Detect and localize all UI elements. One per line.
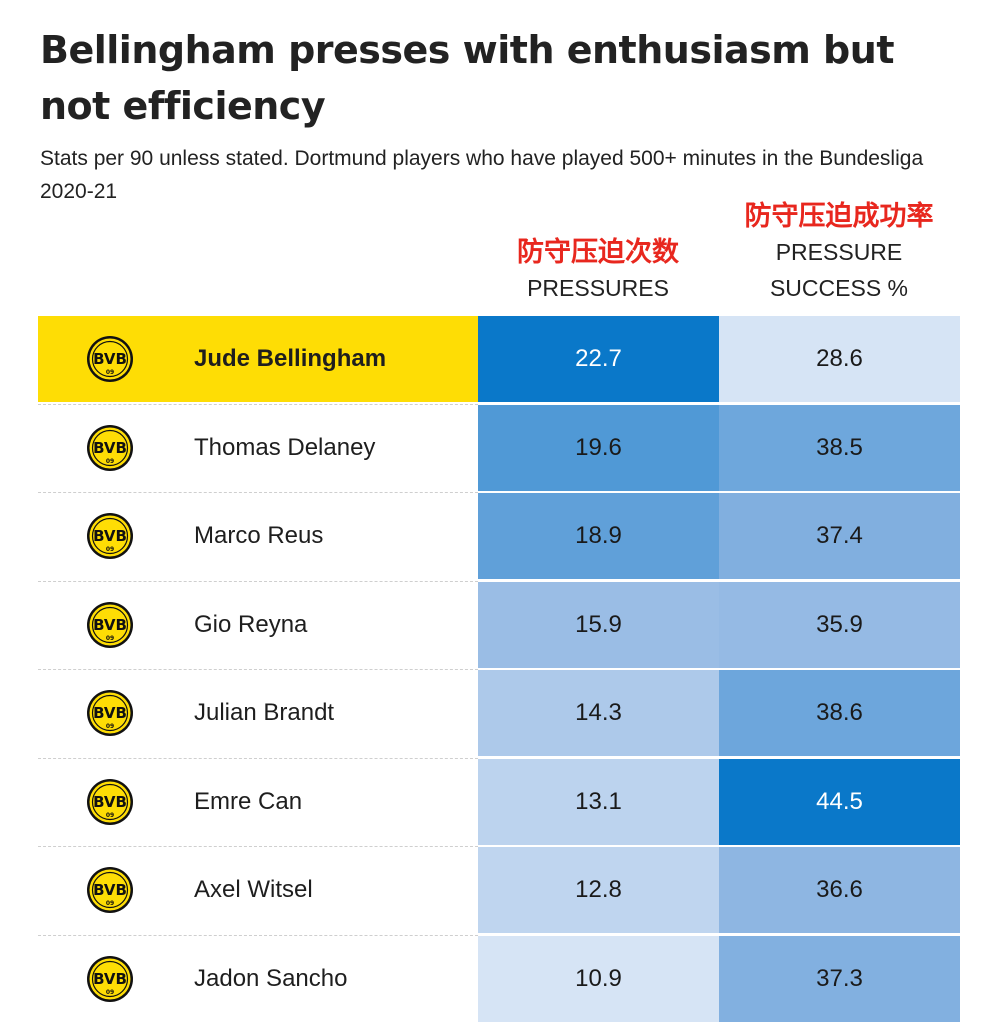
column-header-success: 防守压迫成功率 PRESSURE SUCCESS % xyxy=(719,200,959,306)
success-value: 44.5 xyxy=(719,758,960,845)
player-name: Thomas Delaney xyxy=(194,433,376,461)
pressures-value: 22.7 xyxy=(478,316,719,402)
player-cell: BVB 09 Jadon Sancho xyxy=(38,936,478,1022)
player-name: Gio Reyna xyxy=(194,610,308,638)
table-row: BVB 09 Jadon Sancho 10.9 37.3 xyxy=(38,935,960,1022)
row-separator xyxy=(38,934,478,936)
player-name: Emre Can xyxy=(194,787,303,815)
bvb-logo-year: 09 xyxy=(106,369,114,376)
bvb-logo-text: BVB xyxy=(93,970,127,988)
row-separator xyxy=(38,757,478,759)
table-row: BVB 09 Axel Witsel 12.8 36.6 xyxy=(38,847,960,933)
bvb-logo-year: 09 xyxy=(106,546,114,553)
column-header-pressures-cn: 防守压迫次数 xyxy=(517,237,679,268)
player-cell: BVB 09 Thomas Delaney xyxy=(38,405,478,491)
pressures-value: 10.9 xyxy=(478,935,719,1022)
row-separator xyxy=(38,403,478,405)
bvb-logo-text: BVB xyxy=(93,704,127,722)
column-header-pressures: 防守压迫次数 PRESSURES xyxy=(478,236,718,306)
player-name: Jude Bellingham xyxy=(194,345,387,372)
player-name: Marco Reus xyxy=(194,522,324,549)
player-cell: BVB 09 Gio Reyna xyxy=(38,582,478,668)
row-separator xyxy=(38,580,478,582)
success-value: 36.6 xyxy=(719,847,960,933)
success-value: 35.9 xyxy=(719,581,960,668)
pressures-value: 12.8 xyxy=(478,847,719,933)
success-value: 28.6 xyxy=(719,316,960,402)
chart-title: Bellingham presses with enthusiasm but n… xyxy=(40,28,894,128)
bvb-logo-text: BVB xyxy=(93,616,127,634)
table-row: BVB 09 Gio Reyna 15.9 35.9 xyxy=(38,581,960,668)
table-row: BVB 09 Thomas Delaney 19.6 38.5 xyxy=(38,404,960,491)
bvb-logo-text: BVB xyxy=(93,793,127,811)
column-header-pressures-en: PRESSURES xyxy=(527,275,669,301)
pressures-value: 18.9 xyxy=(478,493,719,579)
player-name: Jadon Sancho xyxy=(194,964,348,992)
player-name: Julian Brandt xyxy=(194,699,335,726)
table-row: BVB 09 Julian Brandt 14.3 38.6 xyxy=(38,670,960,756)
success-value: 38.6 xyxy=(719,670,960,756)
bvb-logo-text: BVB xyxy=(93,350,127,368)
table-row: BVB 09 Marco Reus 18.9 37.4 xyxy=(38,493,960,579)
player-cell: BVB 09 Julian Brandt xyxy=(38,670,478,756)
success-value: 37.3 xyxy=(719,935,960,1022)
bvb-logo-text: BVB xyxy=(93,527,127,545)
pressures-value: 19.6 xyxy=(478,404,719,491)
bvb-logo-text: BVB xyxy=(93,439,127,457)
column-header-success-en: PRESSURE SUCCESS % xyxy=(769,239,909,301)
success-value: 37.4 xyxy=(719,493,960,579)
row-separator xyxy=(38,492,478,493)
bvb-logo-year: 09 xyxy=(106,458,114,465)
row-separator xyxy=(38,846,478,847)
bvb-logo-year: 09 xyxy=(106,989,114,996)
player-name: Axel Witsel xyxy=(194,876,313,903)
bvb-logo-year: 09 xyxy=(106,812,114,819)
pressures-value: 14.3 xyxy=(478,670,719,756)
bvb-logo-text: BVB xyxy=(93,881,127,899)
player-cell: BVB 09 Emre Can xyxy=(38,759,478,845)
success-value: 38.5 xyxy=(719,404,960,491)
pressures-value: 15.9 xyxy=(478,581,719,668)
bvb-logo-year: 09 xyxy=(106,723,114,730)
player-cell: BVB 09 Axel Witsel xyxy=(38,847,478,933)
player-cell: BVB 09 Jude Bellingham xyxy=(38,316,478,402)
player-cell: BVB 09 Marco Reus xyxy=(38,493,478,579)
bvb-logo-year: 09 xyxy=(106,900,114,907)
table-row: BVB 09 Emre Can 13.1 44.5 xyxy=(38,758,960,845)
row-separator xyxy=(38,669,478,670)
bvb-logo-year: 09 xyxy=(106,635,114,642)
column-header-success-cn: 防守压迫成功率 xyxy=(744,201,934,232)
table-row: BVB 09 Jude Bellingham 22.7 28.6 xyxy=(38,316,960,402)
pressures-value: 13.1 xyxy=(478,758,719,845)
chart-subtitle: Stats per 90 unless stated. Dortmund pla… xyxy=(40,147,924,203)
